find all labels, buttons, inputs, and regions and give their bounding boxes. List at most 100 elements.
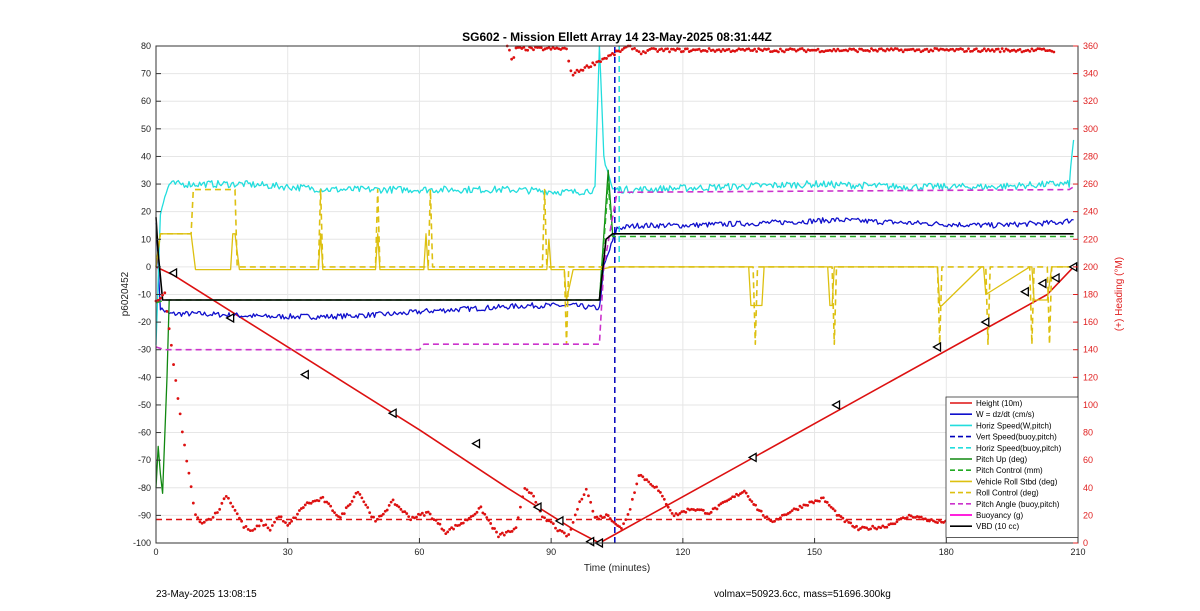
heading-point bbox=[857, 528, 860, 532]
heading-point bbox=[571, 73, 575, 77]
heading-point bbox=[701, 48, 705, 52]
heading-point bbox=[440, 527, 444, 531]
heading-point bbox=[438, 522, 442, 526]
turn-marker bbox=[1050, 272, 1060, 284]
legend-label-height-10m: Height (10m) bbox=[976, 399, 1023, 408]
legend-label-pitch-up-deg: Pitch Up (deg) bbox=[976, 455, 1027, 464]
x-tick-label: 180 bbox=[939, 547, 954, 557]
heading-point bbox=[633, 491, 636, 495]
turn-marker bbox=[387, 408, 397, 419]
heading-point bbox=[701, 508, 705, 512]
heading-point bbox=[385, 508, 389, 512]
heading-point bbox=[639, 473, 643, 477]
heading-point bbox=[876, 49, 879, 53]
heading-point bbox=[211, 515, 215, 519]
heading-point bbox=[593, 63, 597, 67]
turn-marker bbox=[299, 369, 309, 380]
heading-point bbox=[709, 510, 713, 514]
heading-point bbox=[222, 497, 226, 501]
heading-point bbox=[231, 505, 235, 509]
heading-point bbox=[539, 46, 543, 50]
heading-point bbox=[1042, 47, 1046, 51]
heading-point bbox=[839, 515, 843, 518]
x-tick-label: 30 bbox=[283, 547, 293, 557]
heading-point bbox=[750, 500, 754, 503]
heading-point bbox=[843, 520, 847, 524]
heading-point bbox=[374, 519, 377, 523]
heading-point bbox=[753, 47, 757, 51]
heading-point bbox=[489, 522, 493, 525]
heading-point bbox=[655, 485, 658, 489]
turn-marker bbox=[1020, 286, 1029, 297]
turn-marker bbox=[532, 501, 542, 513]
heading-point bbox=[735, 48, 739, 52]
heading-point bbox=[569, 528, 573, 531]
heading-point bbox=[719, 50, 723, 53]
heading-point bbox=[685, 47, 689, 51]
heading-point bbox=[218, 507, 222, 511]
heading-point bbox=[980, 49, 984, 52]
footer-volume-mass: volmax=50923.6cc, mass=51696.300kg bbox=[714, 589, 891, 600]
heading-point bbox=[235, 512, 239, 516]
heading-point bbox=[833, 509, 837, 513]
heading-point bbox=[185, 459, 189, 463]
heading-point bbox=[800, 47, 804, 50]
heading-point bbox=[180, 430, 184, 434]
heading-point bbox=[591, 61, 595, 65]
heading-point bbox=[836, 47, 840, 51]
series-vehicle-roll-stbd-deg bbox=[155, 233, 1074, 307]
heading-point bbox=[169, 343, 173, 347]
heading-point bbox=[721, 47, 725, 51]
heading-point bbox=[609, 53, 612, 57]
heading-point bbox=[290, 519, 294, 523]
heading-point bbox=[399, 507, 403, 511]
y-tick-label: -80 bbox=[138, 483, 151, 493]
heading-point bbox=[167, 327, 171, 331]
heading-point bbox=[534, 500, 538, 504]
heading-point bbox=[317, 499, 321, 503]
heading-point bbox=[493, 527, 496, 530]
heading-point bbox=[865, 526, 868, 530]
heading-point bbox=[422, 514, 426, 517]
heading-point bbox=[339, 516, 342, 519]
heading-point bbox=[889, 47, 893, 51]
heading-point bbox=[901, 50, 905, 54]
heading-point bbox=[342, 512, 346, 516]
heading-point bbox=[911, 47, 915, 51]
heading-point bbox=[485, 516, 489, 519]
heading-point bbox=[585, 64, 589, 68]
heading-point bbox=[156, 298, 160, 302]
heading-point bbox=[512, 56, 516, 59]
heading-point bbox=[899, 48, 903, 52]
heading-point bbox=[576, 507, 579, 511]
heading-point bbox=[202, 520, 206, 524]
heading-point bbox=[379, 514, 383, 518]
heading-point bbox=[473, 512, 477, 516]
heading-point bbox=[727, 47, 731, 51]
heading-point bbox=[921, 49, 925, 53]
heading-point bbox=[951, 47, 955, 51]
heading-point bbox=[475, 510, 479, 514]
y2-tick-label: 340 bbox=[1083, 69, 1098, 79]
heading-point bbox=[500, 531, 504, 535]
heading-point bbox=[560, 529, 564, 533]
heading-point bbox=[372, 515, 375, 519]
heading-point bbox=[580, 497, 584, 501]
heading-point bbox=[707, 512, 711, 516]
heading-point bbox=[525, 488, 529, 492]
y2-tick-label: 0 bbox=[1083, 538, 1088, 548]
turn-marker bbox=[747, 452, 757, 463]
heading-point bbox=[549, 520, 553, 524]
heading-point bbox=[1052, 50, 1056, 54]
heading-point bbox=[889, 522, 893, 526]
heading-point bbox=[649, 482, 653, 486]
heading-point bbox=[618, 525, 621, 529]
heading-point bbox=[654, 47, 658, 51]
y2-tick-label: 120 bbox=[1083, 372, 1098, 382]
heading-point bbox=[163, 291, 167, 295]
y2-axis-label: (+) Heading (°M) bbox=[1114, 257, 1125, 331]
heading-point bbox=[554, 526, 557, 530]
heading-point bbox=[587, 494, 590, 498]
heading-point bbox=[348, 502, 352, 506]
